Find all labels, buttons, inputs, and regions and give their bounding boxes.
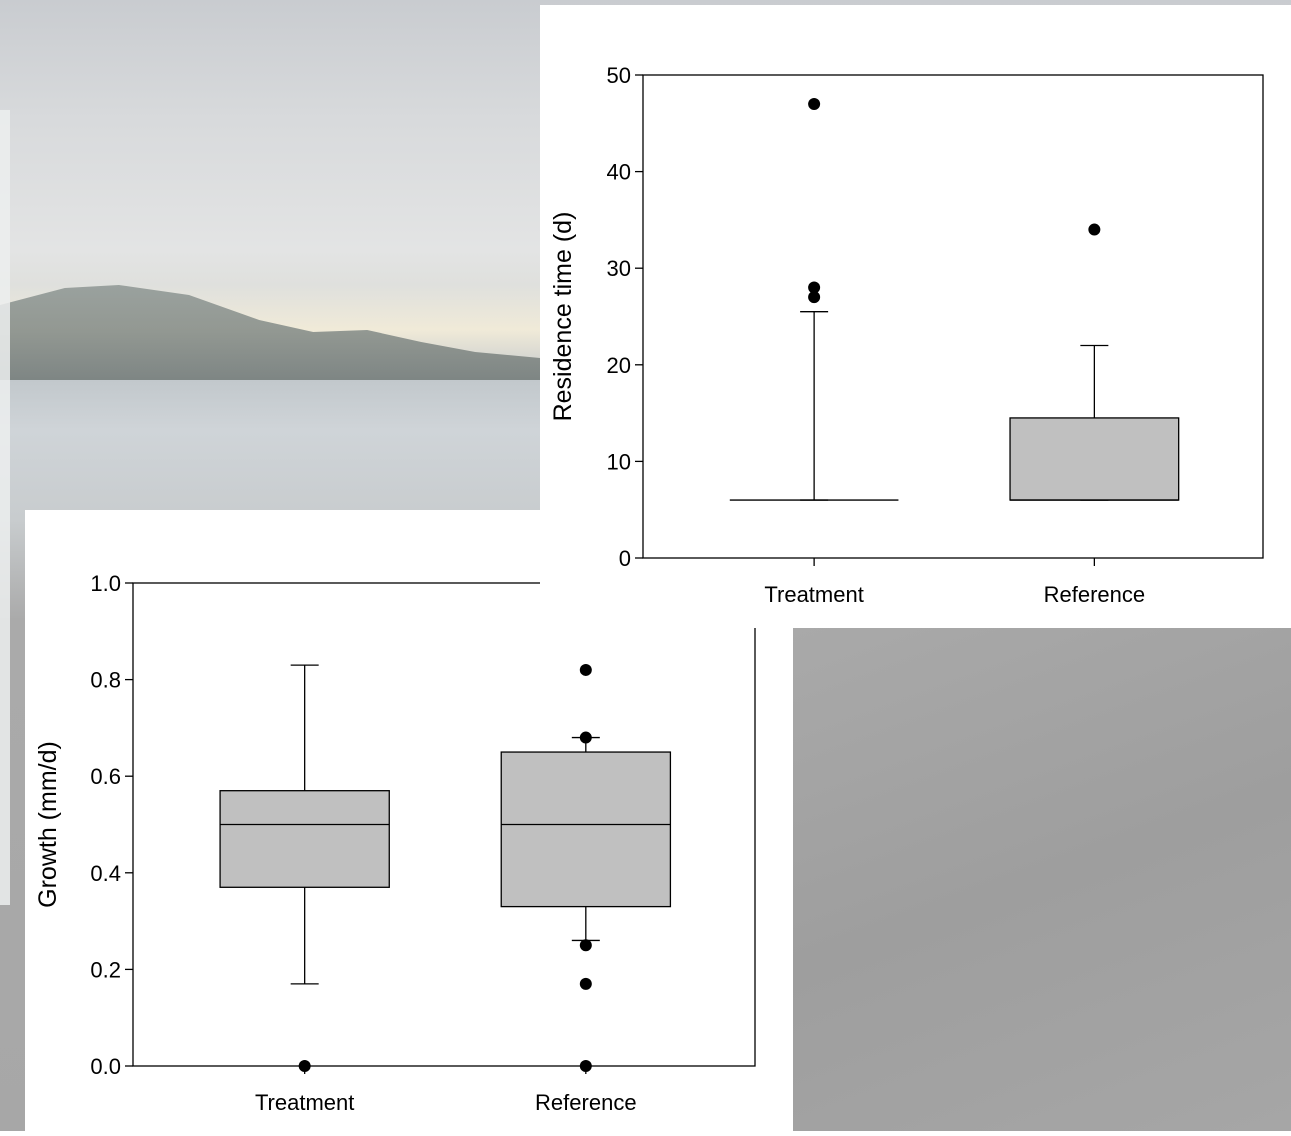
y-tick-label: 10 — [607, 449, 631, 474]
y-tick-label: 0.8 — [90, 668, 121, 693]
outlier — [808, 97, 821, 110]
plot-frame — [132, 582, 756, 1067]
chart: 0 10 20 30 40 50 Residence time (d) Treatment Re… — [549, 63, 1264, 607]
x-tick-label: Treatment — [764, 582, 863, 607]
side-strip — [0, 110, 10, 905]
box — [219, 790, 390, 888]
outlier — [579, 731, 592, 744]
box — [1009, 417, 1180, 501]
y-tick-label: 0 — [619, 546, 631, 571]
y-tick-label: 1.0 — [90, 571, 121, 596]
outlier — [1088, 223, 1101, 236]
y-tick-label: 0.6 — [90, 764, 121, 789]
y-tick-label: 0.2 — [90, 957, 121, 982]
plot-frame — [642, 74, 1264, 559]
y-tick-label: 20 — [607, 353, 631, 378]
x-tick-label: Reference — [535, 1090, 637, 1115]
outlier — [579, 663, 592, 676]
chart: 0.0 0.2 0.4 0.6 0.8 1.0 Growth (mm/d) Treatment… — [34, 571, 756, 1115]
box — [500, 751, 672, 908]
y-tick-label: 30 — [607, 256, 631, 281]
y-axis-label: Residence time (d) — [549, 212, 577, 422]
outlier — [808, 281, 821, 294]
y-tick-label: 0.4 — [90, 861, 121, 886]
outlier — [579, 977, 592, 990]
y-tick-label: 0.0 — [90, 1054, 121, 1079]
outlier — [808, 291, 821, 304]
x-tick-label: Treatment — [255, 1090, 354, 1115]
outlier — [579, 939, 592, 952]
chart-panel: 0 10 20 30 40 50 Residence time (d) Treatment Re… — [540, 5, 1291, 628]
y-axis-label: Growth (mm/d) — [34, 741, 62, 908]
sand-photo — [793, 628, 1291, 1131]
y-tick-label: 50 — [607, 63, 631, 88]
chart-panel: 0.0 0.2 0.4 0.6 0.8 1.0 Growth (mm/d) Treatment… — [25, 510, 793, 1131]
x-tick-label: Reference — [1044, 582, 1146, 607]
y-tick-label: 40 — [607, 160, 631, 185]
